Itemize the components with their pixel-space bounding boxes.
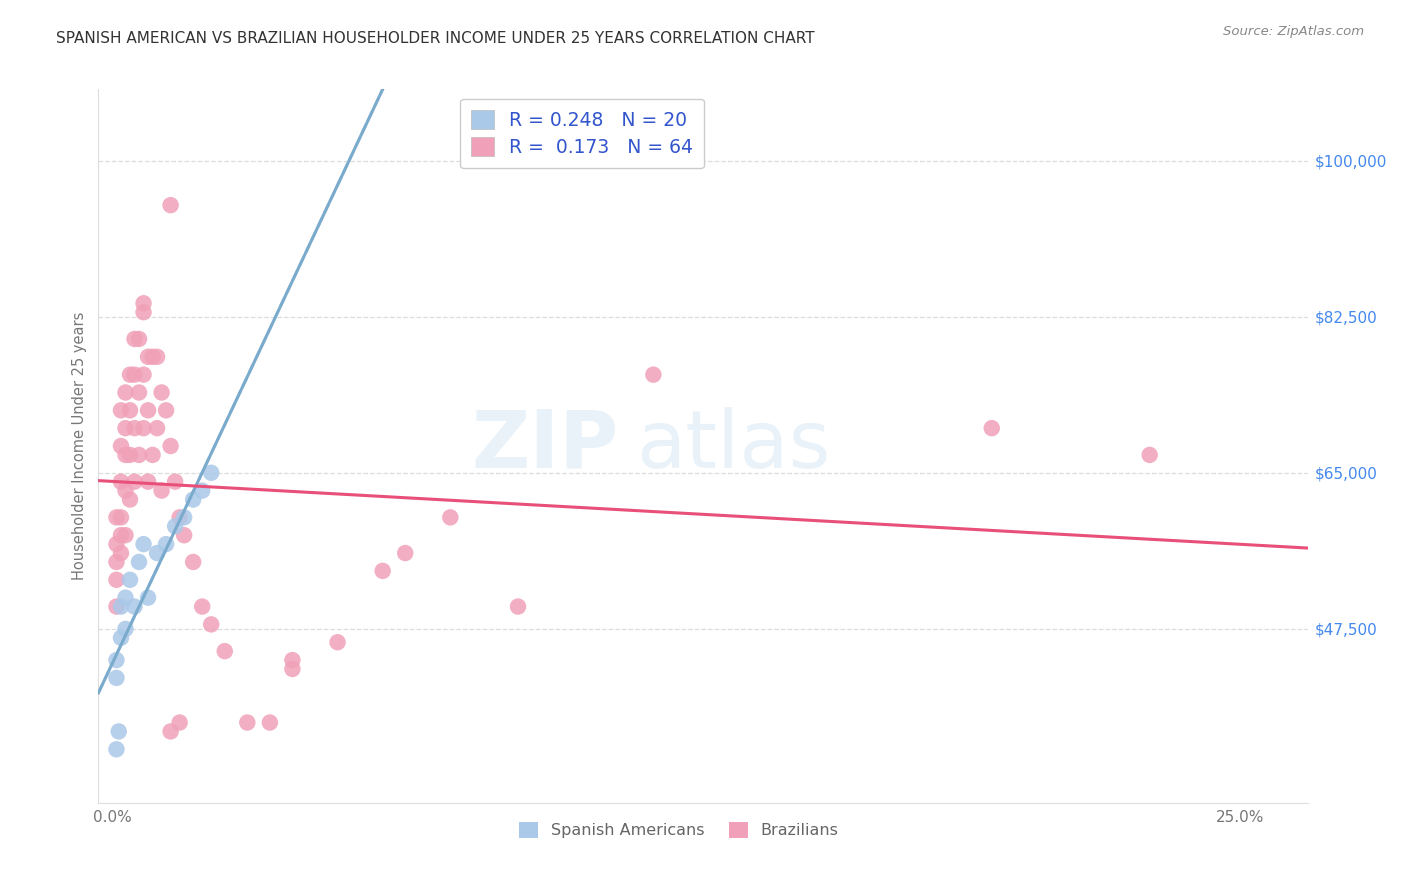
Point	[114, 591, 136, 605]
Point	[146, 546, 169, 560]
Point	[110, 475, 132, 489]
Legend: Spanish Americans, Brazilians: Spanish Americans, Brazilians	[513, 815, 845, 845]
Point	[980, 421, 1002, 435]
Text: ZIP: ZIP	[471, 407, 619, 485]
Point	[150, 483, 173, 498]
Point	[118, 448, 141, 462]
Point	[150, 385, 173, 400]
Point	[136, 350, 159, 364]
Point	[259, 715, 281, 730]
Point	[128, 385, 150, 400]
Point	[136, 591, 159, 605]
Point	[173, 528, 195, 542]
Point	[110, 528, 132, 542]
Point	[132, 296, 155, 310]
Point	[118, 368, 141, 382]
Point	[200, 617, 222, 632]
Point	[105, 742, 128, 756]
Point	[110, 546, 132, 560]
Point	[114, 483, 136, 498]
Point	[114, 448, 136, 462]
Point	[281, 662, 304, 676]
Text: Source: ZipAtlas.com: Source: ZipAtlas.com	[1223, 25, 1364, 38]
Point	[439, 510, 461, 524]
Point	[165, 519, 187, 533]
Point	[191, 599, 214, 614]
Point	[118, 573, 141, 587]
Text: atlas: atlas	[637, 407, 831, 485]
Point	[105, 510, 128, 524]
Point	[114, 385, 136, 400]
Point	[105, 537, 128, 551]
Point	[142, 350, 165, 364]
Point	[124, 421, 146, 435]
Point	[169, 715, 191, 730]
Point	[181, 555, 204, 569]
Point	[124, 332, 146, 346]
Point	[191, 483, 214, 498]
Point	[371, 564, 394, 578]
Point	[136, 475, 159, 489]
Point	[142, 448, 165, 462]
Point	[155, 537, 177, 551]
Point	[118, 403, 141, 417]
Point	[105, 599, 128, 614]
Point	[155, 403, 177, 417]
Point	[128, 555, 150, 569]
Point	[159, 724, 181, 739]
Point	[124, 599, 146, 614]
Point	[506, 599, 529, 614]
Y-axis label: Householder Income Under 25 years: Householder Income Under 25 years	[72, 312, 87, 580]
Point	[1139, 448, 1161, 462]
Point	[124, 475, 146, 489]
Point	[114, 421, 136, 435]
Point	[105, 671, 128, 685]
Point	[110, 599, 132, 614]
Point	[214, 644, 236, 658]
Point	[114, 622, 136, 636]
Point	[132, 537, 155, 551]
Point	[107, 724, 129, 739]
Point	[643, 368, 665, 382]
Point	[165, 475, 187, 489]
Point	[146, 350, 169, 364]
Point	[136, 403, 159, 417]
Point	[159, 439, 181, 453]
Point	[326, 635, 349, 649]
Point	[128, 448, 150, 462]
Point	[173, 510, 195, 524]
Point	[200, 466, 222, 480]
Point	[394, 546, 416, 560]
Point	[124, 368, 146, 382]
Point	[110, 439, 132, 453]
Text: SPANISH AMERICAN VS BRAZILIAN HOUSEHOLDER INCOME UNDER 25 YEARS CORRELATION CHAR: SPANISH AMERICAN VS BRAZILIAN HOUSEHOLDE…	[56, 31, 815, 46]
Point	[105, 555, 128, 569]
Point	[105, 653, 128, 667]
Point	[159, 198, 181, 212]
Point	[105, 573, 128, 587]
Point	[110, 631, 132, 645]
Point	[281, 653, 304, 667]
Point	[110, 510, 132, 524]
Point	[181, 492, 204, 507]
Point	[132, 368, 155, 382]
Point	[146, 421, 169, 435]
Point	[110, 403, 132, 417]
Point	[132, 305, 155, 319]
Point	[128, 332, 150, 346]
Point	[236, 715, 259, 730]
Point	[132, 421, 155, 435]
Point	[169, 510, 191, 524]
Point	[118, 492, 141, 507]
Point	[114, 528, 136, 542]
